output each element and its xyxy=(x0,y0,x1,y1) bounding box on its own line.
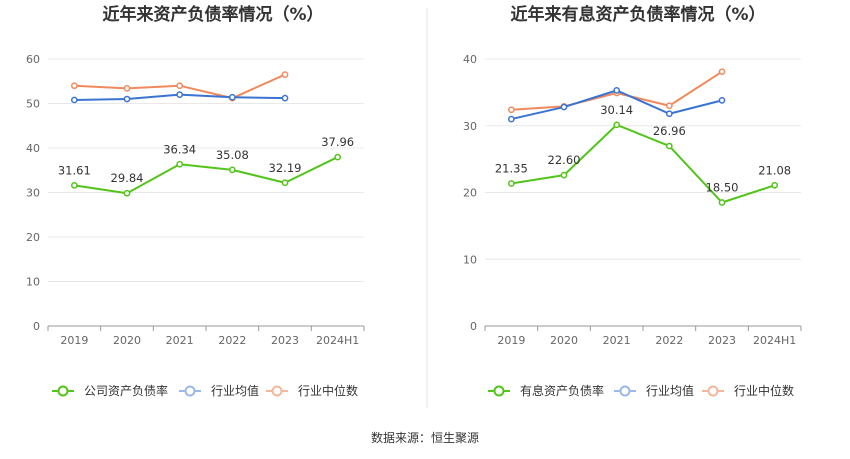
data-label: 22.60 xyxy=(548,153,581,167)
legend-swatch-marker xyxy=(707,385,719,397)
y-tick-label: 20 xyxy=(26,231,40,244)
y-tick-label: 20 xyxy=(463,187,477,200)
right-chart-title: 近年来有息资产负债率情况（%） xyxy=(510,4,765,25)
data-point xyxy=(228,166,236,174)
y-tick-label: 50 xyxy=(26,98,40,111)
data-label: 29.84 xyxy=(111,171,144,185)
data-point xyxy=(665,110,673,118)
x-tick-label: 2019 xyxy=(60,334,88,347)
y-tick-label: 10 xyxy=(463,253,477,266)
data-point xyxy=(70,181,78,189)
legend-item[interactable]: 行业均值 xyxy=(179,383,259,398)
data-point xyxy=(665,102,673,110)
data-point xyxy=(718,68,726,76)
x-tick-label: 2020 xyxy=(550,334,578,347)
legend-swatch-marker xyxy=(271,385,283,397)
data-point xyxy=(176,82,184,90)
legend-label: 公司资产负债率 xyxy=(84,383,168,398)
legend-label: 行业中位数 xyxy=(734,383,794,398)
x-tick-label: 2021 xyxy=(166,334,194,347)
data-point xyxy=(665,142,673,150)
legend-item[interactable]: 行业均值 xyxy=(614,383,694,398)
legend-label: 有息资产负债率 xyxy=(520,383,604,398)
y-tick-label: 30 xyxy=(26,187,40,200)
y-tick-label: 40 xyxy=(463,53,477,66)
data-point xyxy=(281,179,289,187)
legend-swatch-marker xyxy=(493,385,505,397)
data-point xyxy=(560,103,568,111)
legend-swatch-marker xyxy=(619,385,631,397)
x-tick-label: 2024H1 xyxy=(316,334,359,347)
data-label: 21.08 xyxy=(758,163,791,177)
data-point xyxy=(228,93,236,101)
x-tick-label: 2022 xyxy=(655,334,683,347)
x-tick-label: 2020 xyxy=(113,334,141,347)
series-line xyxy=(511,123,775,204)
x-tick-label: 2024H1 xyxy=(753,334,796,347)
x-tick-label: 2022 xyxy=(218,334,246,347)
y-tick-label: 0 xyxy=(33,320,40,333)
legend-item[interactable]: 有息资产负债率 xyxy=(488,383,604,398)
data-point xyxy=(176,160,184,168)
legend-swatch-marker xyxy=(184,385,196,397)
x-tick-label: 2023 xyxy=(271,334,299,347)
data-point xyxy=(123,95,131,103)
legend-item[interactable]: 行业中位数 xyxy=(266,383,358,398)
data-label: 30.14 xyxy=(600,103,633,117)
legend-label: 行业中位数 xyxy=(298,383,358,398)
y-tick-label: 10 xyxy=(26,276,40,289)
data-point xyxy=(507,115,515,123)
data-label: 31.61 xyxy=(58,163,91,177)
y-tick-label: 0 xyxy=(470,320,477,333)
data-point xyxy=(560,171,568,179)
data-label: 37.96 xyxy=(321,135,354,149)
data-point xyxy=(123,85,131,92)
x-tick-label: 2023 xyxy=(708,334,736,347)
data-label: 18.50 xyxy=(706,181,739,195)
data-point xyxy=(123,189,131,197)
legend-swatch-marker xyxy=(57,385,69,397)
legend-label: 行业均值 xyxy=(211,383,259,398)
data-label: 32.19 xyxy=(269,161,302,175)
right-chart: 0 10 20 30 40 2019 2020 2021 2022 2023 2024H1 21.35… xyxy=(463,53,802,398)
y-tick-label: 30 xyxy=(463,120,477,133)
data-point xyxy=(613,121,621,129)
series-line xyxy=(74,156,339,195)
legend-item[interactable]: 行业中位数 xyxy=(702,383,794,398)
legend-label: 行业均值 xyxy=(646,383,694,398)
data-label: 26.96 xyxy=(653,124,686,138)
data-point xyxy=(718,97,726,104)
data-point xyxy=(70,82,78,90)
data-source-note: 数据来源：恒生聚源 xyxy=(371,430,479,445)
data-point xyxy=(281,94,289,102)
data-label: 35.08 xyxy=(216,148,249,162)
data-point xyxy=(613,87,621,94)
left-chart-title: 近年来资产负债率情况（%） xyxy=(102,4,323,25)
left-chart: 0 10 20 30 40 50 60 2019 2020 2021 2022 2023 2024H1 3… xyxy=(26,53,365,398)
data-label: 36.34 xyxy=(163,142,196,156)
data-point xyxy=(507,180,515,187)
data-point xyxy=(334,153,342,161)
y-tick-label: 40 xyxy=(26,142,40,155)
data-point xyxy=(771,181,779,189)
data-label: 21.35 xyxy=(495,161,528,175)
legend-item[interactable]: 公司资产负债率 xyxy=(52,383,168,398)
data-point xyxy=(70,96,78,104)
data-point xyxy=(718,199,726,206)
y-tick-label: 60 xyxy=(26,53,40,66)
data-point xyxy=(281,71,289,78)
data-point xyxy=(507,106,515,114)
data-point xyxy=(176,91,184,98)
x-tick-label: 2021 xyxy=(603,334,631,347)
x-tick-label: 2019 xyxy=(497,334,525,347)
